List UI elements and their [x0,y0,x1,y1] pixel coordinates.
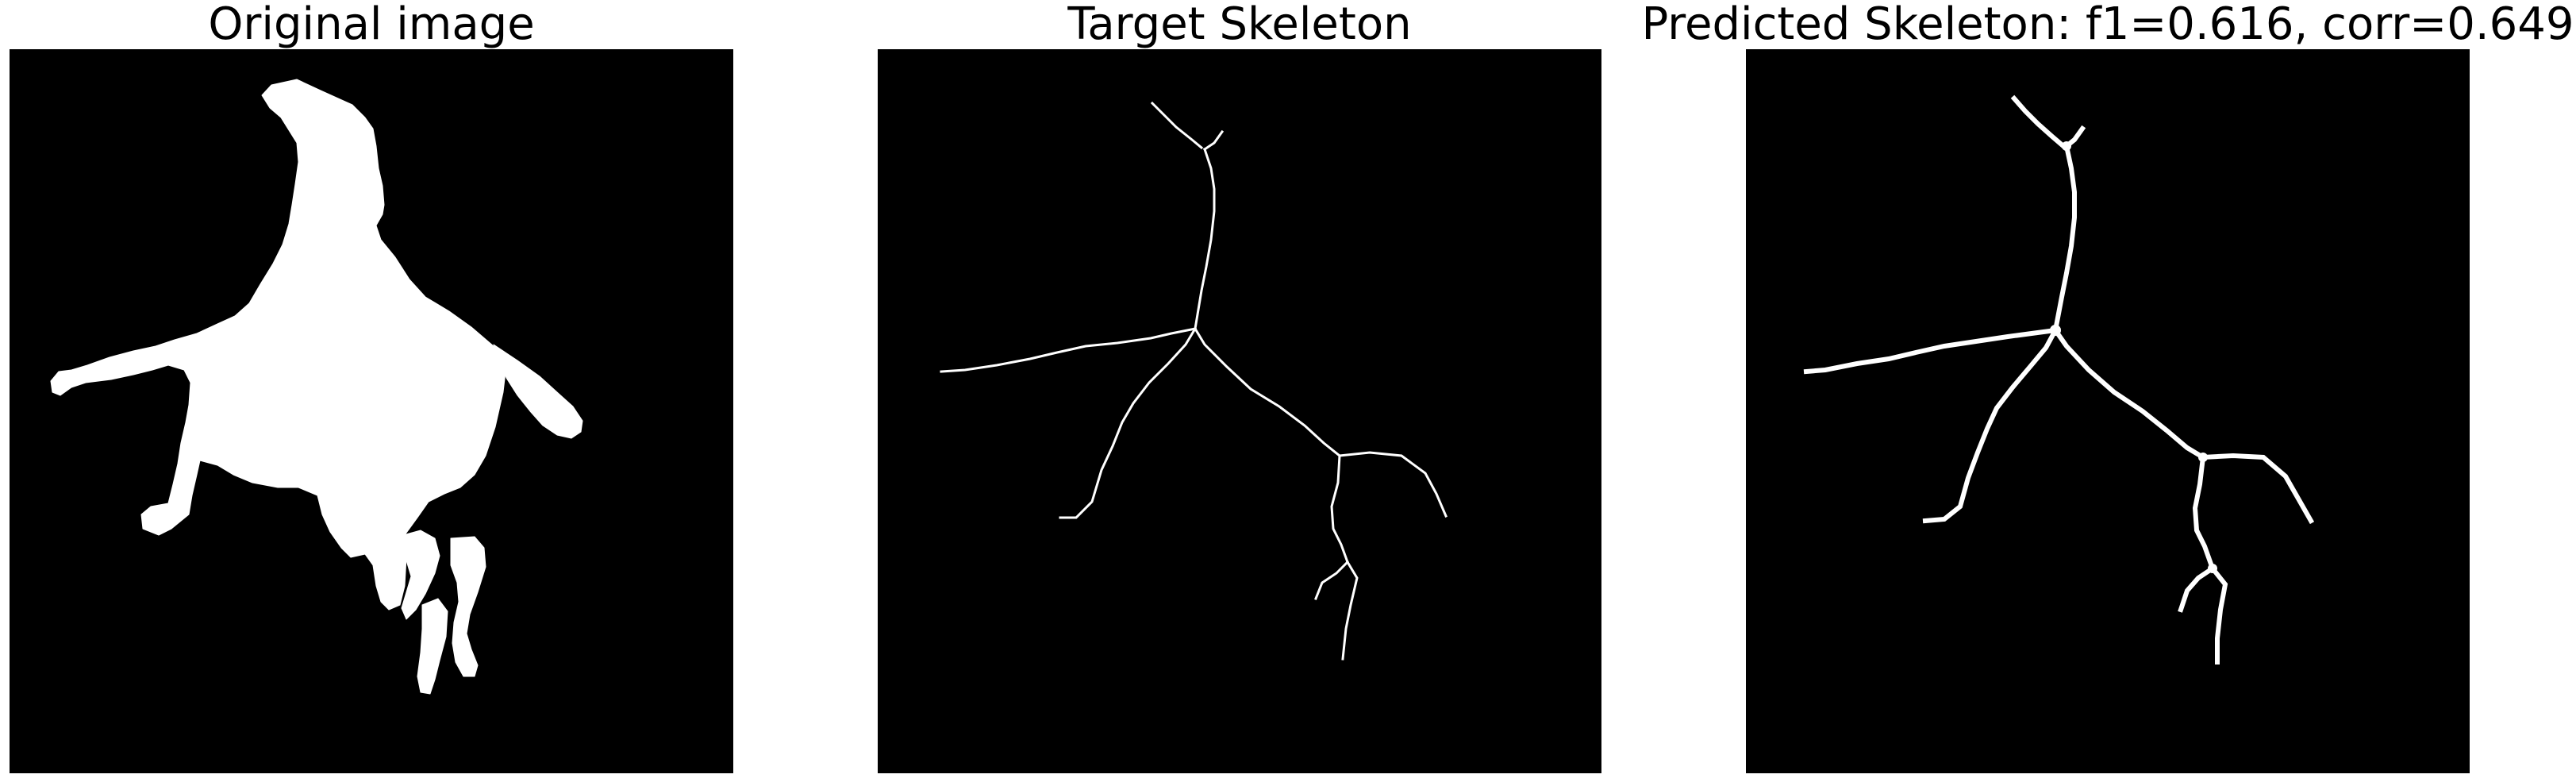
target-skeleton [878,49,1601,773]
panel-title: Predicted Skeleton: f1=0.616, corr=0.649 [1641,0,2574,50]
horse-silhouette [10,49,733,773]
panel-original-image: Original image [10,0,733,782]
target-skeleton-image [878,49,1601,773]
panel-predicted-skeleton: Predicted Skeleton: f1=0.616, corr=0.649 [1641,0,2574,782]
panel-title: Target Skeleton [1067,0,1412,50]
predicted-skeleton-image [1746,49,2470,773]
predicted-skeleton [1746,49,2470,773]
panel-target-skeleton: Target Skeleton [878,0,1601,782]
original-image [10,49,733,773]
panel-title: Original image [208,0,535,50]
